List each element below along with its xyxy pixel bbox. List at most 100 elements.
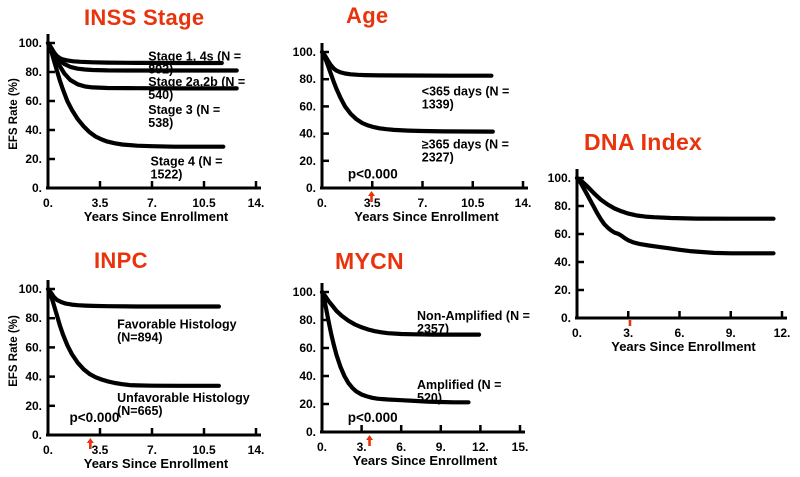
x-tick-label: 7.	[147, 196, 157, 210]
y-tick-label: 100.	[19, 282, 42, 296]
x-tick-label: 0.	[317, 196, 327, 210]
mycn-plot: 0. 3. 6. 9. 12. 15. 0. 20. 40. 60. 80. 100. Years Si…	[293, 283, 530, 468]
curve-favorable-histology	[45, 286, 221, 309]
curve-label: Unfavorable Histology (N=665)	[117, 391, 250, 418]
panel-age: 0. 3.5 7. 10.5 14. 0. 20. 40. 60. 80. 100. Years Si…	[280, 0, 540, 240]
significance-arrow-icon	[368, 191, 376, 196]
y-tick-label: 0.	[306, 425, 316, 439]
dna-index-plot: 0. 3. 6. 9. 12. 0. 20. 40. 60. 80. 100. Years Since…	[548, 169, 791, 354]
panel-dna-index: 0. 3. 6. 9. 12. 0. 20. 40. 60. 80. 100. Years Since…	[540, 120, 800, 365]
curve-stage-4	[45, 40, 226, 149]
y-tick-label: 0.	[32, 181, 42, 195]
x-tick-label: 10.5	[192, 443, 216, 457]
y-tick-label: 100.	[293, 45, 316, 59]
x-tick-label: 9.	[436, 440, 446, 454]
inpc-title: INPC	[94, 248, 148, 273]
y-tick-label: 20.	[25, 399, 42, 413]
y-tick-label: 40.	[25, 123, 42, 137]
x-axis-title: Years Since Enrollment	[84, 209, 229, 224]
curve-label: Stage 2a,2b (N = 540)	[148, 75, 245, 102]
dna-index-title: DNA Index	[584, 129, 703, 155]
curve-label: Stage 4 (N = 1522)	[151, 155, 223, 182]
y-tick-label: 60.	[25, 94, 42, 108]
x-tick-label: 3.5	[92, 443, 109, 457]
x-tick-label: 6.	[396, 440, 406, 454]
significance-arrow-icon	[366, 435, 374, 440]
significance-arrow-icon	[86, 438, 94, 443]
y-tick-label: 60.	[299, 99, 316, 113]
y-tick-label: 100.	[19, 36, 42, 50]
x-tick-label: 3.	[357, 440, 367, 454]
inss-stage-title: INSS Stage	[84, 5, 205, 30]
y-tick-label: 100.	[293, 285, 316, 299]
y-tick-label: 60.	[554, 227, 571, 241]
mycn-title: MYCN	[335, 248, 404, 274]
y-tick-label: 60.	[25, 340, 42, 354]
x-tick-label: 10.5	[461, 196, 485, 210]
x-axis-title: Years Since Enrollment	[611, 339, 756, 354]
p-value-text: p<0.000	[348, 410, 398, 425]
curve-365-days	[319, 49, 495, 134]
x-tick-label: 0.	[43, 196, 53, 210]
curve-label: Favorable Histology (N=894)	[117, 317, 237, 344]
curve-curve-lower	[574, 175, 776, 256]
x-tick-label: 0.	[572, 326, 582, 340]
panel-mycn: 0. 3. 6. 9. 12. 15. 0. 20. 40. 60. 80. 100. Years Si…	[280, 240, 555, 477]
panel-inss-stage: 0. 3.5 7. 10.5 14. 0. 20. 40. 60. 80. 100. Years Si…	[0, 0, 280, 240]
curve-label: <365 days (N = 1339)	[422, 85, 510, 112]
curve-non-amplified	[319, 289, 482, 337]
panel-inpc: 0. 3.5 7. 10.5 14. 0. 20. 40. 60. 80. 100. Years Si…	[0, 240, 280, 477]
y-tick-label: 100.	[548, 171, 571, 185]
curve-label: Stage 3 (N = 538)	[148, 103, 220, 130]
curve-amplified	[319, 289, 471, 405]
x-tick-label: 10.5	[192, 196, 216, 210]
curve-365-days	[319, 49, 494, 78]
y-tick-label: 40.	[554, 255, 571, 269]
y-tick-label: 40.	[299, 127, 316, 141]
y-tick-label: 0.	[306, 181, 316, 195]
x-tick-label: 14.	[515, 196, 532, 210]
y-tick-label: 80.	[25, 65, 42, 79]
x-tick-label: 14.	[248, 196, 265, 210]
x-tick-label: 7.	[417, 196, 427, 210]
x-tick-label: 7.	[147, 443, 157, 457]
age-plot: 0. 3.5 7. 10.5 14. 0. 20. 40. 60. 80. 100. Years Si…	[293, 43, 532, 224]
inss-stage-y-axis-label: EFS Rate (%)	[8, 78, 20, 150]
y-tick-label: 20.	[299, 154, 316, 168]
p-value-text: p<0.000	[348, 166, 398, 181]
age-title: Age	[346, 3, 389, 28]
x-tick-label: 3.	[623, 326, 633, 340]
curve-unfavorable-histology	[45, 286, 221, 388]
curve-label: Non-Amplified (N = 2357)	[417, 309, 530, 336]
x-axis-title: Years Since Enrollment	[354, 209, 499, 224]
y-tick-label: 0.	[561, 311, 571, 325]
y-tick-label: 60.	[299, 341, 316, 355]
x-tick-label: 6.	[674, 326, 684, 340]
y-tick-label: 20.	[25, 152, 42, 166]
y-tick-label: 80.	[299, 72, 316, 86]
x-axis-title: Years Since Enrollment	[353, 453, 498, 468]
curve-curve-upper	[574, 175, 776, 221]
y-tick-label: 0.	[32, 428, 42, 442]
x-tick-label: 12.	[472, 440, 489, 454]
x-tick-label: 0.	[43, 443, 53, 457]
y-tick-label: 20.	[554, 283, 571, 297]
x-axis-title: Years Since Enrollment	[84, 456, 229, 471]
y-tick-label: 80.	[299, 313, 316, 327]
x-tick-label: 15.	[512, 440, 529, 454]
x-tick-label: 9.	[726, 326, 736, 340]
y-tick-label: 80.	[554, 199, 571, 213]
x-tick-label: 12.	[774, 326, 791, 340]
p-value-text: p<0.000	[70, 410, 120, 425]
x-tick-label: 3.5	[364, 196, 381, 210]
y-tick-label: 40.	[299, 369, 316, 383]
curve-label: ≥365 days (N = 2327)	[422, 138, 509, 165]
y-tick-label: 80.	[25, 311, 42, 325]
x-tick-label: 14.	[248, 443, 265, 457]
inss-stage-plot: 0. 3.5 7. 10.5 14. 0. 20. 40. 60. 80. 100. Years Si…	[19, 34, 265, 224]
inpc-y-axis-label: EFS Rate (%)	[8, 315, 20, 387]
y-tick-label: 20.	[299, 397, 316, 411]
x-tick-label: 0.	[317, 440, 327, 454]
inpc-plot: 0. 3.5 7. 10.5 14. 0. 20. 40. 60. 80. 100. Years Si…	[19, 280, 265, 471]
